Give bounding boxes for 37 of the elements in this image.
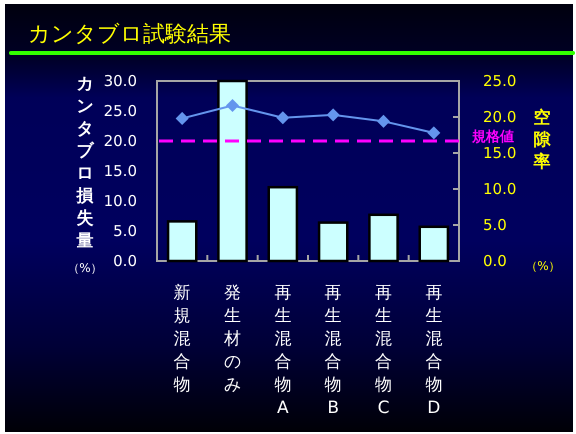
bar: [217, 80, 248, 262]
text: （%）: [525, 259, 561, 273]
bar: [267, 186, 298, 262]
y-tick-label: 30.0: [104, 72, 137, 90]
bar: [318, 221, 349, 262]
y2-tick-label: 25.0: [483, 72, 516, 90]
y-tick-label: 10.0: [104, 192, 137, 210]
point: [326, 108, 340, 122]
y-tick-label: 25.0: [104, 102, 137, 120]
point: [376, 114, 390, 128]
x-tick-label: 再生混合物C: [375, 283, 392, 418]
y-tick-label: 0.0: [113, 252, 137, 270]
y-tick-label: 5.0: [113, 222, 137, 240]
x-tick-label: 再生混合物D: [425, 283, 442, 418]
x-tick-label: 再生混合物B: [324, 283, 342, 418]
point: [226, 98, 240, 112]
y2-tick-label: 20.0: [483, 108, 516, 126]
y2-axis-title: 空隙率: [532, 108, 552, 172]
x-tick-label: 新規混合物: [174, 283, 191, 395]
bar: [418, 226, 450, 262]
bar: [166, 220, 198, 262]
text: （%）: [67, 261, 103, 275]
x-tick-label: 再生混合物A: [274, 283, 292, 418]
y-tick-label: 15.0: [104, 162, 137, 180]
point: [427, 126, 440, 140]
y-tick-label: 20.0: [104, 132, 137, 150]
bar: [368, 214, 399, 262]
point: [276, 111, 290, 124]
y2-tick-label: 0.0: [483, 252, 507, 270]
y2-tick-label: 5.0: [483, 216, 507, 234]
x-tick-label: 発生材のみ: [223, 283, 241, 395]
chart-title: カンタブロ試験結果: [28, 22, 231, 47]
ref-line-label: 規格値: [471, 129, 514, 145]
y2-tick-label: 15.0: [483, 144, 516, 162]
y2-tick-label: 10.0: [483, 180, 516, 198]
y-axis-title: カンタブロ損失量: [76, 74, 94, 251]
point: [176, 112, 189, 125]
